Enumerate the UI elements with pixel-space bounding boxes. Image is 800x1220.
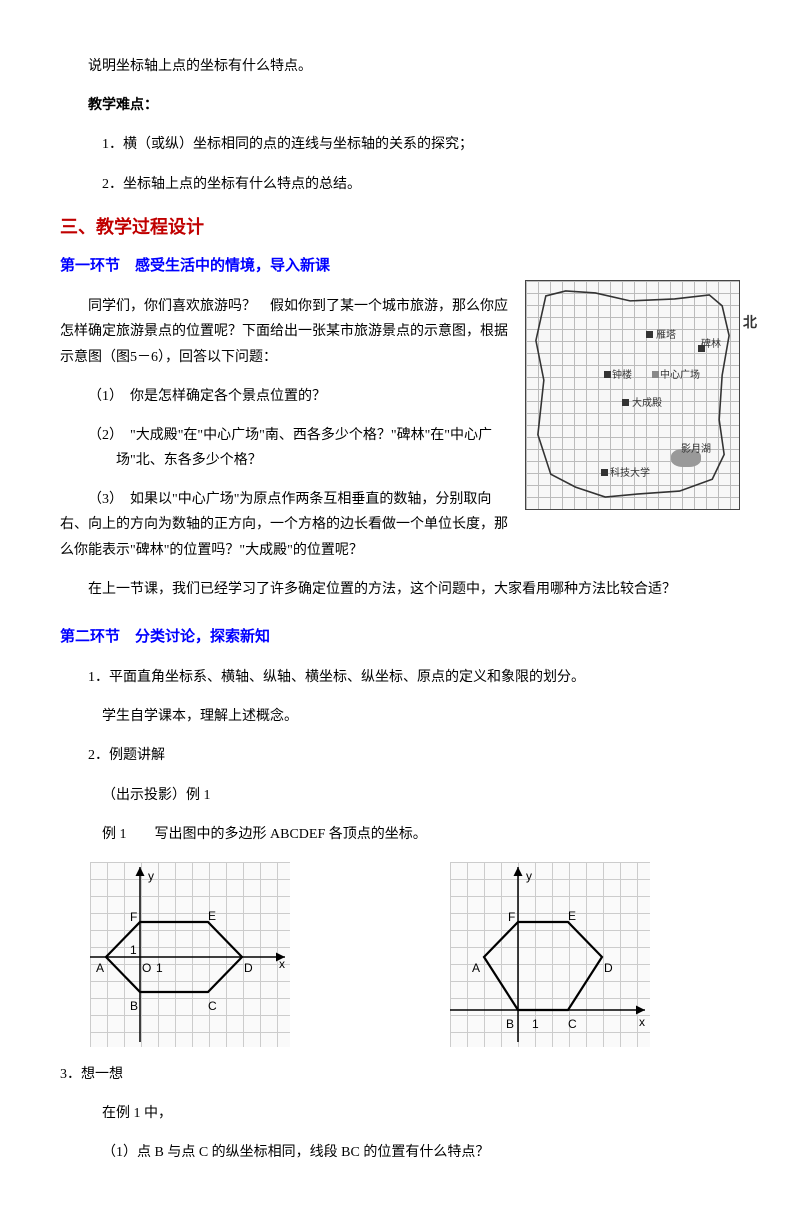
rlbl-x: x: [639, 1012, 645, 1034]
step2-p3b: 在例 1 中，: [60, 1101, 740, 1126]
diagram-row: y F E 1 O 1 A D x B C y F E A D B 1 C x: [90, 862, 650, 1047]
lbl-E: E: [208, 906, 216, 928]
step2-p2c: 例 1 写出图中的多边形 ABCDEF 各顶点的坐标。: [60, 822, 740, 847]
difficulties-title: 教学难点：: [60, 93, 740, 118]
north-label: 北: [743, 311, 757, 336]
map-figure: 北 雁塔 碑林 钟楼 中心广场 大成殿 影月湖 科技大学: [525, 280, 740, 510]
step2-p2b: （出示投影）例 1: [60, 783, 740, 808]
section-3-title: 三、教学过程设计: [60, 211, 740, 243]
zhongxin-label: 中心广场: [660, 367, 700, 385]
lbl-x: x: [279, 954, 285, 976]
lbl-1x: 1: [156, 958, 163, 980]
step2-p1b: 学生自学课本，理解上述概念。: [60, 704, 740, 729]
rlbl-D: D: [604, 958, 613, 980]
lbl-A: A: [96, 958, 104, 980]
diagram-right: y F E A D B 1 C x: [450, 862, 650, 1047]
lbl-C: C: [208, 996, 217, 1018]
keji-label: 科技大学: [610, 465, 650, 483]
keji-marker: [601, 469, 608, 476]
rlbl-F: F: [508, 907, 515, 929]
step1-p2: 在上一节课，我们已经学习了许多确定位置的方法，这个问题中，大家看用哪种方法比较合…: [60, 577, 740, 602]
step2-p1: 1．平面直角坐标系、横轴、纵轴、横坐标、纵坐标、原点的定义和象限的划分。: [60, 665, 740, 690]
beilin-label: 碑林: [701, 336, 721, 354]
lbl-1y: 1: [130, 940, 137, 962]
zhongxin-marker: [652, 371, 659, 378]
step2-p3c: （1）点 B 与点 C 的纵坐标相同，线段 BC 的位置有什么特点？: [60, 1140, 740, 1165]
difficulty-2: 2．坐标轴上点的坐标有什么特点的总结。: [60, 172, 740, 197]
map-diagram: 北 雁塔 碑林 钟楼 中心广场 大成殿 影月湖 科技大学: [525, 280, 740, 510]
lbl-D: D: [244, 958, 253, 980]
rlbl-y: y: [526, 866, 532, 888]
rlbl-E: E: [568, 906, 576, 928]
difficulty-1: 1．横（或纵）坐标相同的点的连线与坐标轴的关系的探究；: [60, 132, 740, 157]
intro-line: 说明坐标轴上点的坐标有什么特点。: [60, 54, 740, 79]
lbl-F: F: [130, 907, 137, 929]
yanta-marker: [646, 331, 653, 338]
step1-q2: （2） "大成殿"在"中心广场"南、西各多少个格？"碑林"在"中心广场"北、东各…: [60, 423, 510, 473]
rlbl-C: C: [568, 1014, 577, 1036]
yanta-label: 雁塔: [656, 327, 676, 345]
step2-p2: 2．例题讲解: [60, 743, 740, 768]
step2-p3: 3．想一想: [60, 1062, 740, 1087]
step1-p1: 同学们，你们喜欢旅游吗？ 假如你到了某一个城市旅游，那么你应怎样确定旅游景点的位…: [60, 294, 510, 370]
dacheng-label: 大成殿: [632, 395, 662, 413]
zhonglou-marker: [604, 371, 611, 378]
lbl-O: O: [142, 958, 151, 980]
rlbl-B: B: [506, 1014, 514, 1036]
lbl-B: B: [130, 996, 138, 1018]
rlbl-A: A: [472, 958, 480, 980]
zhonglou-label: 钟楼: [612, 367, 632, 385]
dacheng-marker: [622, 399, 629, 406]
step2-title: 第二环节 分类讨论，探索新知: [60, 624, 740, 651]
step1-title: 第一环节 感受生活中的情境，导入新课: [60, 253, 740, 280]
rlbl-1: 1: [532, 1014, 539, 1036]
step1-q1: （1） 你是怎样确定各个景点位置的？: [60, 384, 510, 409]
diagram-left: y F E 1 O 1 A D x B C: [90, 862, 290, 1047]
lake-label: 影月湖: [681, 441, 711, 459]
lbl-y: y: [148, 866, 154, 888]
